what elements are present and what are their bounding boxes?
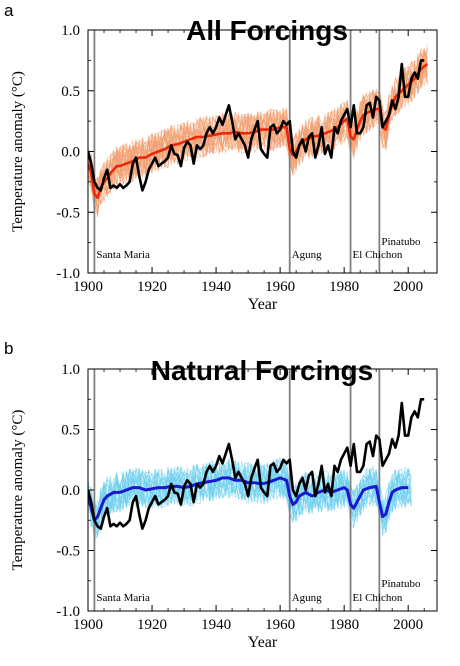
y-tick-label: 1.0 bbox=[61, 23, 80, 39]
x-tick-label: 1960 bbox=[265, 279, 295, 295]
volcano-label: Santa Maria bbox=[96, 249, 150, 261]
panel-letter: b bbox=[4, 339, 13, 358]
x-tick-label: 1900 bbox=[73, 279, 103, 295]
y-axis-label: Temperature anomaly (°C) bbox=[10, 71, 26, 232]
ensemble-run-line bbox=[88, 457, 412, 541]
panel-b: 1900 1920 1940 1960 1980 2000 -1.0 -0.5 0.0 0.5 1.… bbox=[4, 339, 438, 651]
x-tick-label: 2000 bbox=[393, 279, 423, 295]
ensemble-run-line bbox=[88, 52, 428, 212]
x-tick-label: 1980 bbox=[329, 617, 359, 633]
x-tick-label: 1920 bbox=[137, 279, 167, 295]
ensemble-run-line bbox=[88, 50, 428, 208]
volcano-label: Agung bbox=[292, 592, 322, 604]
volcano-label: El Chichon bbox=[353, 592, 403, 604]
panel-title: All Forcings bbox=[186, 15, 348, 46]
y-tick-label: 0.5 bbox=[61, 423, 80, 439]
x-axis-label: Year bbox=[248, 634, 278, 651]
panel-title: Natural Forcings bbox=[151, 355, 373, 386]
x-axis-label: Year bbox=[248, 296, 278, 313]
y-tick-label: 0.0 bbox=[61, 145, 80, 161]
volcano-label: Pinatubo bbox=[381, 578, 421, 590]
panel-a: 1900 1920 1940 1960 1980 2000 -1.0 -0.5 0.0 0.5 1.… bbox=[4, 1, 438, 313]
x-tick-label: 1960 bbox=[265, 617, 295, 633]
ensemble-run-line bbox=[88, 50, 428, 215]
y-tick-label: 0.5 bbox=[61, 84, 80, 100]
volcano-label: Santa Maria bbox=[96, 592, 150, 604]
x-tick-label: 1980 bbox=[329, 279, 359, 295]
x-tick-label: 1920 bbox=[137, 617, 167, 633]
y-tick-label: 1.0 bbox=[61, 362, 80, 378]
model-mean-line bbox=[88, 62, 429, 199]
model-mean-line bbox=[88, 476, 409, 522]
ensemble-run-line bbox=[88, 459, 412, 536]
volcano-label: Pinatubo bbox=[381, 236, 421, 248]
ensemble-run-line bbox=[88, 58, 428, 212]
y-tick-label: -0.5 bbox=[56, 544, 80, 560]
volcano-label: El Chichon bbox=[353, 249, 403, 261]
panel-letter: a bbox=[4, 1, 14, 20]
y-axis-label: Temperature anomaly (°C) bbox=[10, 410, 26, 571]
y-tick-label: 0.0 bbox=[61, 483, 80, 499]
observed-line bbox=[88, 397, 425, 531]
y-tick-label: -1.0 bbox=[56, 604, 80, 620]
x-tick-label: 1940 bbox=[201, 279, 231, 295]
x-tick-label: 2000 bbox=[393, 617, 423, 633]
observed-line bbox=[88, 59, 425, 192]
ensemble-run-line bbox=[88, 62, 428, 206]
y-tick-label: -0.5 bbox=[56, 205, 80, 221]
ensemble-run-line bbox=[88, 57, 428, 209]
x-tick-label: 1940 bbox=[201, 617, 231, 633]
volcano-label: Agung bbox=[292, 249, 322, 261]
ensemble-run-line bbox=[88, 50, 428, 211]
x-tick-label: 1900 bbox=[73, 617, 103, 633]
y-tick-label: -1.0 bbox=[56, 266, 80, 282]
